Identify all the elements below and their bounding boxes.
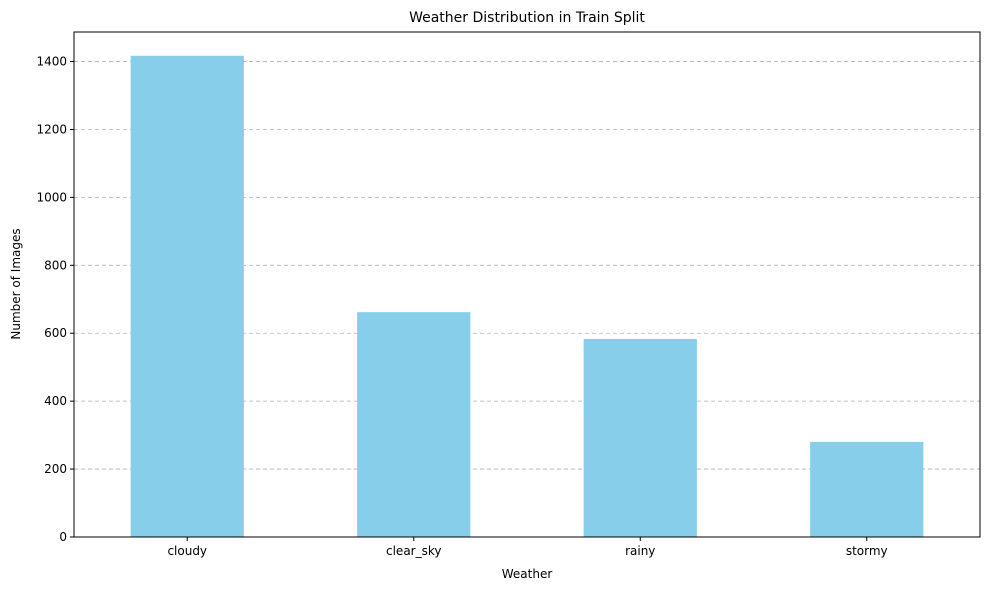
y-axis-ticks: 0 200 400 600 800 1000 1200 1400: [36, 55, 74, 544]
y-tick-label: 200: [44, 462, 67, 476]
y-axis-label: Number of Images: [9, 228, 23, 339]
chart-title: Weather Distribution in Train Split: [409, 10, 645, 26]
x-tick-label: stormy: [846, 544, 888, 558]
bar-cloudy: [130, 55, 244, 537]
x-tick-label: clear_sky: [386, 544, 441, 558]
x-axis-label: Weather: [502, 567, 553, 581]
y-tick-label: 800: [44, 258, 67, 272]
y-tick-label: 600: [44, 326, 67, 340]
x-tick-label: rainy: [625, 544, 655, 558]
y-tick-label: 1000: [36, 190, 67, 204]
x-tick-label: cloudy: [167, 544, 207, 558]
bar-clear-sky: [357, 312, 471, 537]
y-tick-label: 1400: [36, 55, 67, 69]
bar-rainy: [583, 339, 697, 537]
y-tick-label: 1200: [36, 122, 67, 136]
bar-stormy: [810, 441, 924, 537]
x-axis-ticks: cloudy clear_sky rainy stormy: [167, 537, 888, 558]
y-tick-label: 400: [44, 394, 67, 408]
bars: [130, 55, 924, 537]
y-tick-label: 0: [59, 530, 67, 544]
plot-frame: [73, 31, 981, 538]
